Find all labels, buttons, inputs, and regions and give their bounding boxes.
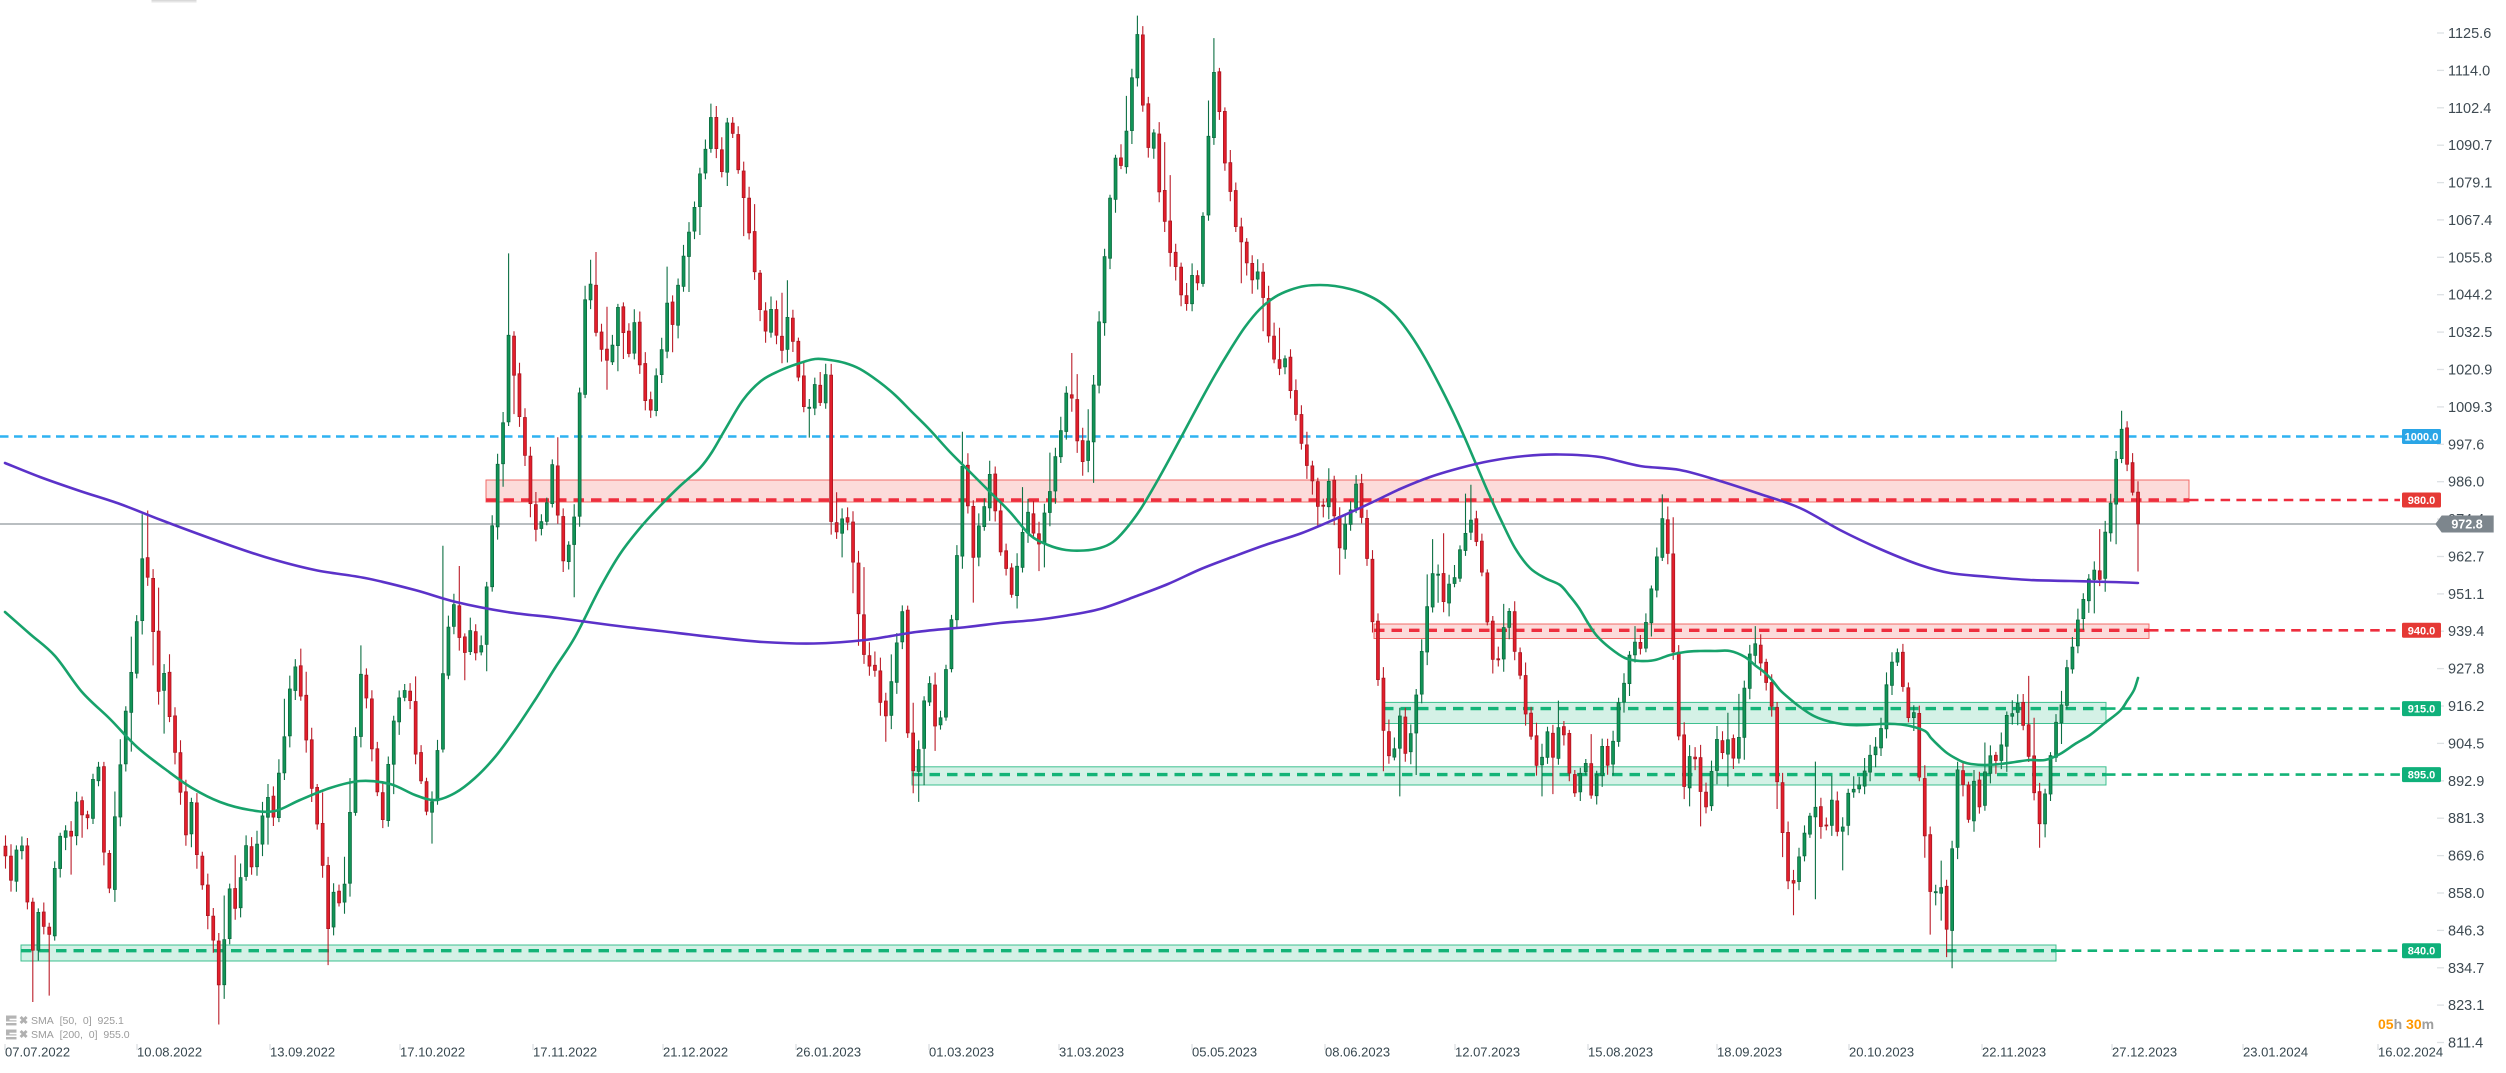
svg-text:811.4: 811.4 [2448, 1036, 2483, 1052]
svg-text:23.01.2024: 23.01.2024 [2243, 1045, 2308, 1060]
svg-text:834.7: 834.7 [2448, 961, 2484, 977]
svg-text:18.09.2023: 18.09.2023 [1717, 1045, 1782, 1060]
svg-text:1020.9: 1020.9 [2448, 363, 2492, 379]
svg-text:17.10.2022: 17.10.2022 [400, 1045, 465, 1060]
svg-text:SMA [200, 0] 955.0: SMA [200, 0] 955.0 [31, 1029, 130, 1041]
svg-text:962.7: 962.7 [2448, 550, 2484, 566]
svg-text:20.10.2023: 20.10.2023 [1849, 1045, 1914, 1060]
svg-text:986.0: 986.0 [2448, 475, 2484, 491]
svg-text:✖: ✖ [19, 1029, 28, 1041]
svg-text:17.11.2022: 17.11.2022 [533, 1045, 597, 1060]
svg-text:1000.0: 1000.0 [2405, 432, 2439, 444]
svg-text:927.8: 927.8 [2448, 662, 2484, 678]
svg-text:1125.6: 1125.6 [2448, 26, 2491, 42]
svg-text:840.0: 840.0 [2408, 946, 2436, 958]
svg-text:1114.0: 1114.0 [2448, 63, 2490, 79]
svg-text:915.0: 915.0 [2408, 704, 2436, 716]
svg-text:895.0: 895.0 [2408, 770, 2436, 782]
svg-text:22.11.2023: 22.11.2023 [1982, 1045, 2046, 1060]
svg-text:26.01.2023: 26.01.2023 [796, 1045, 861, 1060]
svg-text:1102.4: 1102.4 [2448, 101, 2491, 117]
svg-text:01.03.2023: 01.03.2023 [929, 1045, 994, 1060]
svg-text:08.06.2023: 08.06.2023 [1325, 1045, 1390, 1060]
svg-text:✖: ✖ [19, 1015, 28, 1027]
svg-text:951.1: 951.1 [2448, 587, 2484, 603]
svg-text:997.6: 997.6 [2448, 437, 2484, 453]
svg-text:1044.2: 1044.2 [2448, 288, 2492, 304]
svg-text:1067.4: 1067.4 [2448, 213, 2492, 229]
svg-text:980.0: 980.0 [2408, 495, 2436, 507]
svg-text:858.0: 858.0 [2448, 886, 2484, 902]
svg-text:869.6: 869.6 [2448, 849, 2484, 865]
svg-text:13.09.2022: 13.09.2022 [270, 1045, 335, 1060]
svg-text:15.08.2023: 15.08.2023 [1588, 1045, 1653, 1060]
svg-text:846.3: 846.3 [2448, 923, 2484, 939]
svg-text:972.8: 972.8 [2451, 518, 2482, 532]
svg-text:12.07.2023: 12.07.2023 [1455, 1045, 1520, 1060]
svg-text:07.07.2022: 07.07.2022 [5, 1045, 70, 1060]
svg-text:27.12.2023: 27.12.2023 [2112, 1045, 2177, 1060]
svg-text:1009.3: 1009.3 [2448, 400, 2492, 416]
svg-text:05h 30m: 05h 30m [2378, 1016, 2434, 1032]
svg-text:904.5: 904.5 [2448, 736, 2484, 752]
svg-text:1055.8: 1055.8 [2448, 250, 2492, 266]
svg-text:940.0: 940.0 [2408, 625, 2436, 637]
svg-text:05.05.2023: 05.05.2023 [1192, 1045, 1257, 1060]
svg-text:10.08.2022: 10.08.2022 [137, 1045, 202, 1060]
svg-text:916.2: 916.2 [2448, 699, 2484, 715]
svg-text:881.3: 881.3 [2448, 811, 2484, 827]
svg-text:21.12.2022: 21.12.2022 [663, 1045, 728, 1060]
svg-text:892.9: 892.9 [2448, 774, 2484, 790]
svg-text:1032.5: 1032.5 [2448, 325, 2492, 341]
svg-text:31.03.2023: 31.03.2023 [1059, 1045, 1124, 1060]
svg-text:1079.1: 1079.1 [2448, 176, 2492, 192]
svg-text:1090.7: 1090.7 [2448, 138, 2492, 154]
svg-text:823.1: 823.1 [2448, 998, 2484, 1014]
svg-text:SMA [50, 0] 925.1: SMA [50, 0] 925.1 [31, 1015, 124, 1027]
svg-text:939.4: 939.4 [2448, 624, 2484, 640]
svg-text:16.02.2024: 16.02.2024 [2378, 1045, 2443, 1060]
